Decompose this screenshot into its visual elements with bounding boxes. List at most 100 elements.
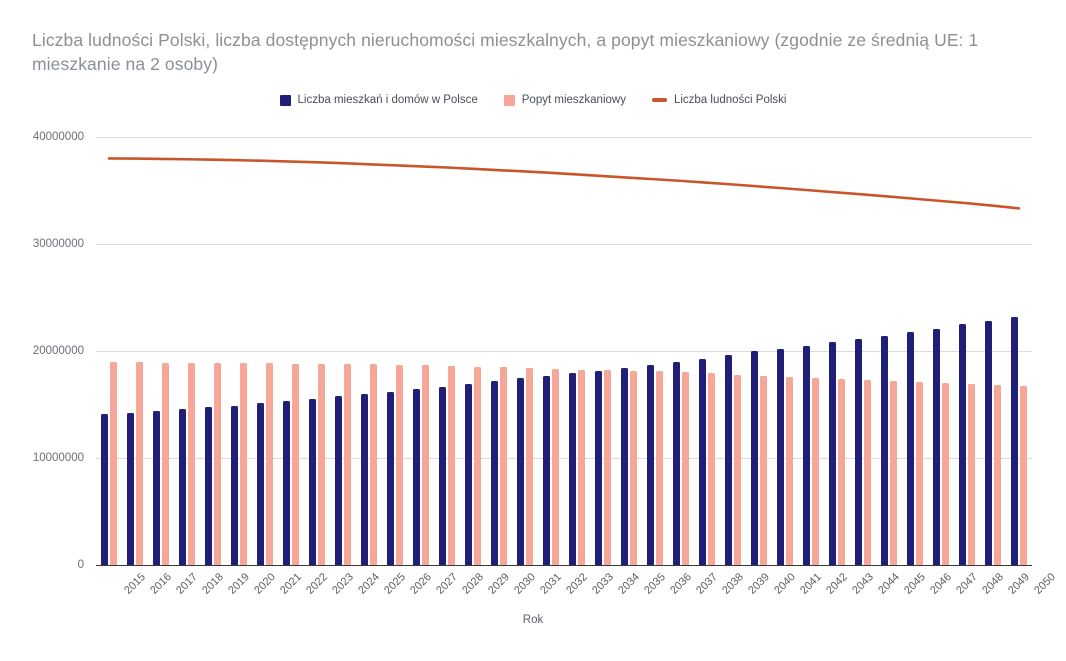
bar[interactable] (386, 391, 395, 565)
bar[interactable] (889, 380, 898, 565)
bar[interactable] (941, 383, 950, 565)
bar[interactable] (785, 376, 794, 565)
bar[interactable] (993, 385, 1002, 565)
bar[interactable] (100, 414, 109, 565)
bar[interactable] (932, 328, 941, 565)
bar[interactable] (646, 364, 655, 565)
bar[interactable] (187, 362, 196, 565)
bar[interactable] (421, 365, 430, 565)
bar[interactable] (776, 348, 785, 565)
bar-group (798, 137, 824, 565)
bar[interactable] (360, 393, 369, 565)
bar[interactable] (837, 378, 846, 565)
bar[interactable] (880, 336, 889, 565)
gridline (96, 458, 1032, 459)
bar[interactable] (577, 369, 586, 565)
bar[interactable] (707, 373, 716, 565)
bar[interactable] (551, 369, 560, 565)
bar-group (824, 137, 850, 565)
bar[interactable] (629, 370, 638, 565)
bar[interactable] (516, 378, 525, 565)
y-axis-tick-label: 20000000 (32, 345, 84, 357)
bar[interactable] (906, 331, 915, 565)
bar[interactable] (802, 345, 811, 565)
bar-group (408, 137, 434, 565)
bar-group (1006, 137, 1032, 565)
bar[interactable] (967, 384, 976, 565)
bar[interactable] (317, 363, 326, 565)
bar[interactable] (265, 363, 274, 565)
bar[interactable] (1010, 316, 1019, 565)
bar[interactable] (464, 384, 473, 565)
bar-group (330, 137, 356, 565)
gridline (96, 351, 1032, 352)
bar-group (174, 137, 200, 565)
bar[interactable] (256, 403, 265, 565)
bar[interactable] (594, 370, 603, 565)
bar[interactable] (750, 351, 759, 565)
bar[interactable] (1019, 386, 1028, 565)
bar[interactable] (854, 339, 863, 565)
bar[interactable] (473, 366, 482, 565)
bar-group (460, 137, 486, 565)
chart-title: Liczba ludności Polski, liczba dostępnyc… (32, 30, 979, 74)
bar[interactable] (499, 367, 508, 565)
bar-group (564, 137, 590, 565)
bar[interactable] (984, 321, 993, 565)
bar[interactable] (178, 408, 187, 565)
bar[interactable] (213, 362, 222, 565)
bar[interactable] (603, 370, 612, 565)
bar[interactable] (126, 412, 135, 565)
bar-group (148, 137, 174, 565)
bar[interactable] (395, 364, 404, 565)
bar[interactable] (135, 362, 144, 565)
bar[interactable] (828, 342, 837, 565)
bar[interactable] (161, 362, 170, 565)
bar[interactable] (620, 368, 629, 565)
population-line[interactable] (107, 157, 1021, 210)
bar[interactable] (568, 372, 577, 565)
bar[interactable] (369, 364, 378, 565)
bar-group (954, 137, 980, 565)
bar[interactable] (239, 362, 248, 565)
bar[interactable] (681, 372, 690, 565)
bar[interactable] (334, 396, 343, 565)
bar[interactable] (724, 355, 733, 565)
bar[interactable] (672, 361, 681, 565)
bar[interactable] (542, 375, 551, 565)
legend-swatch-icon (279, 94, 291, 106)
legend-label: Liczba ludności Polski (673, 94, 787, 106)
bar[interactable] (733, 374, 742, 565)
legend-label: Popyt mieszkaniowy (521, 94, 626, 106)
bar[interactable] (109, 361, 118, 565)
bar[interactable] (412, 389, 421, 565)
bar-group (252, 137, 278, 565)
bar[interactable] (343, 363, 352, 565)
legend-item-0[interactable]: Liczba mieszkań i domów w Polsce (279, 94, 478, 106)
legend-item-1[interactable]: Popyt mieszkaniowy (503, 94, 626, 106)
bar[interactable] (759, 375, 768, 565)
bar[interactable] (698, 358, 707, 565)
bar[interactable] (230, 405, 239, 565)
bar[interactable] (291, 363, 300, 565)
bar[interactable] (863, 379, 872, 565)
legend-item-2[interactable]: Liczba ludności Polski (651, 94, 787, 106)
bar-group (486, 137, 512, 565)
bar[interactable] (958, 324, 967, 565)
bar[interactable] (308, 398, 317, 565)
bar-group (642, 137, 668, 565)
y-axis-tick-label: 0 (77, 559, 84, 571)
bar[interactable] (915, 382, 924, 565)
bar[interactable] (447, 365, 456, 565)
bar[interactable] (655, 371, 664, 565)
bar-group (694, 137, 720, 565)
bar[interactable] (282, 400, 291, 565)
bar[interactable] (204, 407, 213, 565)
bar[interactable] (490, 380, 499, 565)
bar[interactable] (525, 368, 534, 565)
bar[interactable] (811, 377, 820, 565)
bar[interactable] (438, 386, 447, 565)
bar[interactable] (152, 410, 161, 565)
